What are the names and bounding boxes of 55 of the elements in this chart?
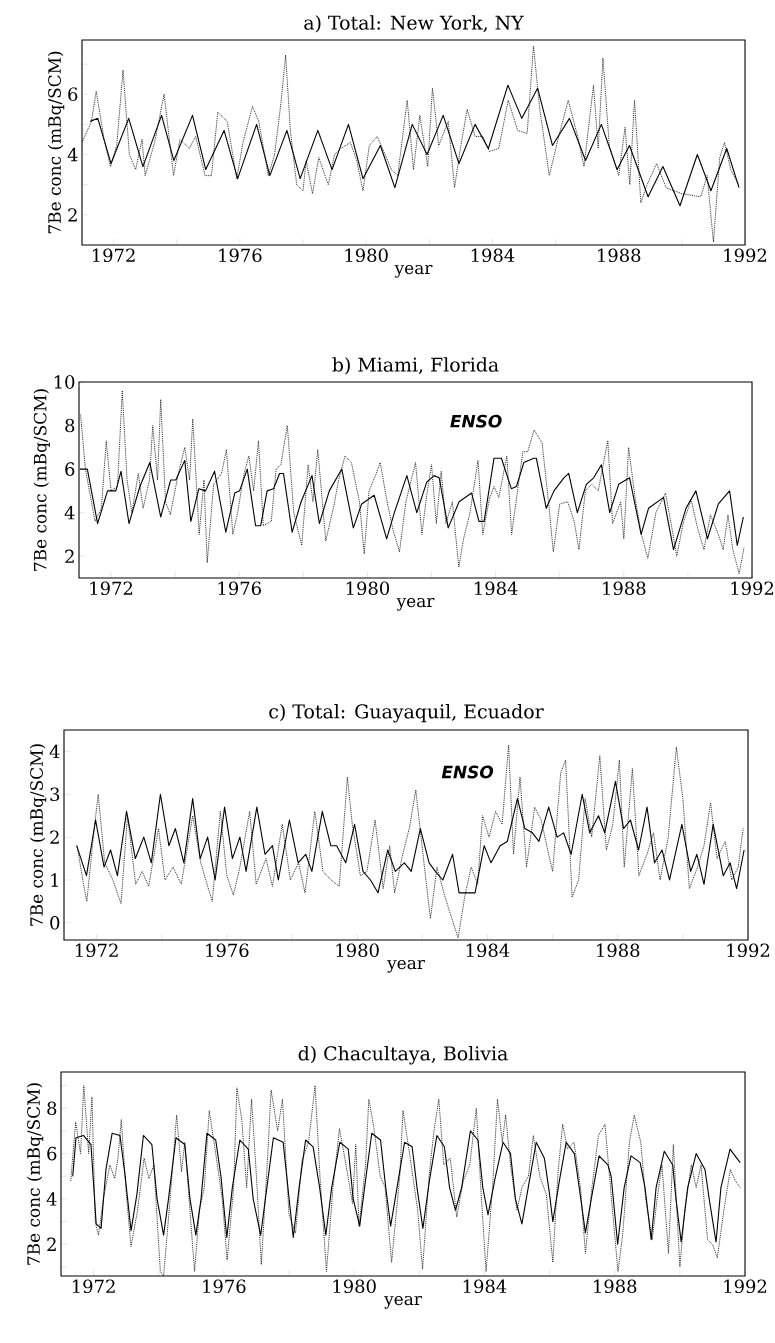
y-tick-label: 0 (50, 916, 60, 930)
x-tick-label: 1992 (731, 581, 774, 596)
x-tick-label: 1976 (219, 248, 262, 263)
x-tick-label: 1976 (206, 943, 249, 958)
x-tick-label: 1972 (75, 943, 118, 958)
y-tick-label: 6 (65, 462, 75, 476)
y-tick-label: 2 (47, 1237, 56, 1251)
x-axis-title: year (384, 1295, 422, 1309)
x-tick-label: 1980 (345, 248, 388, 263)
y-axis-title: 7Be conc (mBq/SCM) (26, 1083, 44, 1265)
x-tick-label: 1972 (90, 581, 133, 596)
y-tick-label: 4 (64, 505, 75, 520)
x-axis-title: year (387, 959, 425, 973)
y-tick-label: 2 (68, 208, 77, 222)
y-axis-title: 7Be conc (mBq/SCM) (47, 51, 65, 234)
chart-title: b) Miami, Florida (332, 357, 499, 375)
x-tick-label: 1976 (218, 581, 261, 596)
x-tick-label: 1988 (594, 1279, 637, 1294)
chart-title: d) Chacultaya, Bolivia (298, 1045, 508, 1065)
x-axis-title: year (394, 264, 433, 278)
x-tick-label: 1984 (471, 248, 515, 263)
x-tick-label: 1988 (597, 943, 640, 958)
y-tick-label: 8 (65, 418, 75, 433)
y-tick-label: 2 (65, 549, 74, 563)
x-tick-label: 1980 (333, 1279, 376, 1294)
chart-title: c) Total: Guayaquil, Ecuador (269, 703, 544, 723)
x-tick-label: 1992 (724, 248, 767, 263)
x-tick-label: 1988 (603, 581, 646, 596)
y-tick-label: 2 (50, 830, 59, 844)
y-tick-label: 4 (46, 1192, 57, 1206)
y-tick-label: 4 (49, 744, 60, 759)
x-tick-label: 1972 (92, 248, 135, 263)
x-tick-label: 1988 (598, 248, 641, 263)
x-tick-label: 1992 (724, 1279, 767, 1294)
y-tick-label: 6 (68, 87, 78, 102)
x-tick-label: 1984 (466, 943, 510, 958)
x-tick-label: 1980 (336, 943, 379, 958)
annotation: ENSO (450, 414, 502, 428)
x-tick-label: 1980 (346, 581, 390, 596)
x-tick-label: 1972 (72, 1279, 115, 1294)
x-tick-label: 1984 (463, 1279, 507, 1294)
y-tick-label: 1 (51, 873, 58, 887)
y-tick-label: 3 (50, 787, 60, 802)
x-tick-label: 1992 (727, 943, 770, 958)
y-tick-label: 10 (54, 375, 75, 389)
y-axis-title: 7Be conc (mBq/SCM) (29, 744, 47, 926)
y-tick-label: 4 (67, 147, 78, 162)
y-tick-label: 6 (47, 1146, 57, 1161)
y-axis-title: 7Be conc (mBq/SCM) (33, 389, 50, 571)
y-tick-label: 8 (47, 1101, 57, 1116)
annotation: ENSO (441, 765, 494, 779)
x-axis-title: year (396, 597, 435, 611)
x-tick-label: 1984 (475, 581, 518, 596)
chart-title: a) Total: New York, NY (304, 15, 524, 33)
x-tick-label: 1976 (203, 1279, 246, 1294)
